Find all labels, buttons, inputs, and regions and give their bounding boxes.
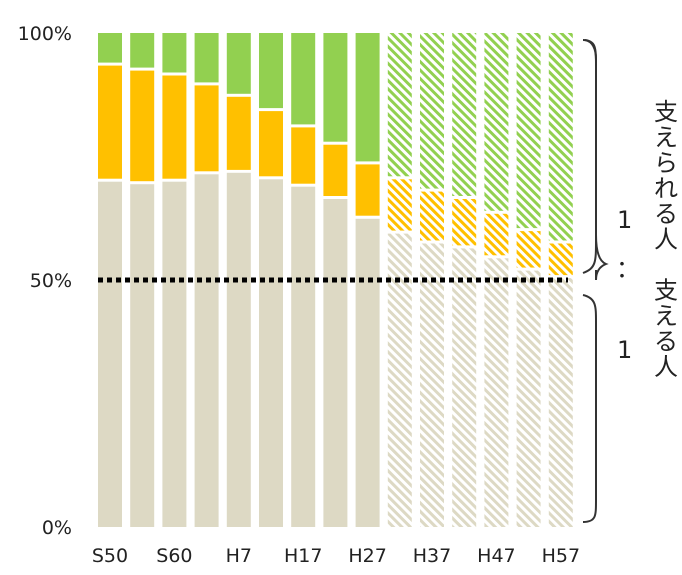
- x-tick-label: H47: [477, 545, 515, 567]
- bar-segment-1-9: [387, 179, 412, 231]
- vertical-label-glyph: 支: [654, 277, 678, 305]
- bar-segment-2-5: [259, 33, 283, 109]
- vertical-label-glyph: え: [654, 124, 678, 152]
- y-tick-label: 0%: [42, 517, 72, 539]
- upper-brace-clean: [582, 39, 597, 274]
- vertical-label-glyph: ：: [616, 255, 640, 283]
- bar-segment-2-13: [516, 33, 541, 229]
- y-tick-label: 100%: [18, 23, 72, 45]
- bar-segment-1-4: [226, 96, 251, 170]
- x-tick-label: S50: [92, 545, 128, 567]
- vertical-label-glyph: 人: [654, 226, 678, 254]
- lower-ratio-number: 1: [617, 336, 632, 364]
- bar-segment-1-2: [162, 75, 187, 179]
- bar-segment-2-8: [355, 33, 380, 162]
- bar-segment-2-3: [194, 33, 219, 83]
- bar-segment-0-0: [98, 181, 122, 527]
- bar-segment-0-7: [323, 199, 348, 527]
- lower-brace: [582, 294, 597, 523]
- x-tick-label: H17: [284, 545, 322, 567]
- bar-segment-2-12: [484, 33, 509, 211]
- x-tick-label: H27: [348, 545, 386, 567]
- bar-segment-1-1: [130, 70, 155, 182]
- bar-segment-1-10: [420, 191, 444, 241]
- bar-segment-0-10: [420, 243, 444, 527]
- bar-segment-2-10: [420, 33, 444, 189]
- bar-segment-2-14: [548, 33, 573, 241]
- x-tick-label: H7: [226, 545, 252, 567]
- bar-segment-1-14: [548, 243, 573, 276]
- bars: [98, 33, 573, 528]
- bar-segment-1-12: [484, 213, 509, 256]
- bar-segment-0-14: [548, 278, 573, 527]
- vertical-label-glyph: 支: [654, 98, 678, 126]
- x-tick-label: H37: [413, 545, 451, 567]
- bar-segment-1-13: [516, 231, 541, 268]
- bar-segment-2-0: [98, 33, 122, 63]
- bar-segment-0-11: [452, 248, 477, 527]
- bar-segment-2-11: [452, 33, 477, 196]
- upper-ratio-number: 1: [617, 206, 632, 234]
- bar-segment-1-8: [355, 164, 380, 216]
- vertical-label-glyph: ら: [654, 149, 678, 177]
- vertical-label-glyph: る: [654, 328, 678, 356]
- bar-segment-2-6: [291, 33, 316, 125]
- bar-segment-1-3: [194, 85, 219, 172]
- vertical-label-glyph: る: [654, 200, 678, 228]
- bar-segment-0-13: [516, 270, 541, 527]
- bar-segment-2-7: [323, 33, 348, 142]
- x-tick-label: S60: [156, 545, 192, 567]
- bar-segment-0-1: [130, 184, 155, 527]
- bar-segment-1-5: [259, 111, 283, 177]
- bar-segment-2-1: [130, 33, 155, 68]
- x-tick-label: H57: [542, 545, 580, 567]
- y-axis: 0% 50% 100%: [18, 23, 72, 539]
- bar-segment-0-6: [291, 186, 316, 527]
- x-axis: S50 S60 H7 H17 H27 H37 H47 H57: [92, 545, 580, 567]
- bar-segment-1-7: [323, 144, 348, 196]
- bar-segment-2-2: [162, 33, 187, 73]
- vertical-label-glyph: え: [654, 302, 678, 330]
- bar-segment-0-3: [194, 174, 219, 528]
- bar-segment-2-4: [226, 33, 251, 94]
- y-tick-label: 50%: [30, 270, 72, 292]
- bar-segment-2-9: [387, 33, 412, 177]
- bar-segment-0-5: [259, 179, 283, 528]
- bar-segment-0-8: [355, 218, 380, 528]
- bar-segment-1-6: [291, 127, 316, 184]
- vertical-label-glyph: れ: [654, 175, 678, 203]
- vertical-label-glyph: 人: [654, 353, 678, 381]
- bar-segment-0-12: [484, 258, 509, 527]
- bar-segment-0-4: [226, 172, 251, 528]
- bar-segment-1-11: [452, 199, 477, 246]
- bar-segment-0-2: [162, 181, 187, 527]
- bar-segment-1-0: [98, 65, 122, 179]
